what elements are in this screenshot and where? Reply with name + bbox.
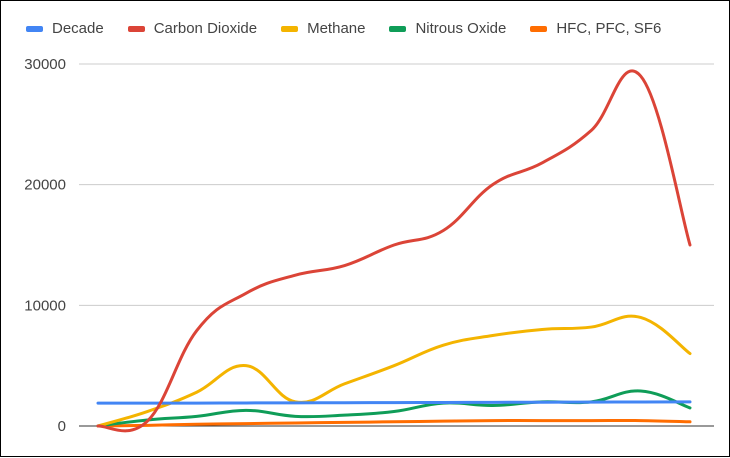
legend-item-hfc-pfc-sf6[interactable]: HFC, PFC, SF6 xyxy=(530,20,661,37)
y-tick-label: 30000 xyxy=(24,56,66,73)
legend: Decade Carbon Dioxide Methane Nitrous Ox… xyxy=(26,20,661,37)
legend-swatch-carbon-dioxide xyxy=(127,25,145,32)
series-line-hfc-pfc-sf6[interactable] xyxy=(96,418,692,428)
legend-label-decade: Decade xyxy=(52,20,104,37)
legend-label-nitrous-oxide: Nitrous Oxide xyxy=(415,20,507,37)
legend-label-methane: Methane xyxy=(307,20,366,37)
legend-item-carbon-dioxide[interactable]: Carbon Dioxide xyxy=(127,20,258,37)
series-line-carbon-dioxide[interactable] xyxy=(96,69,692,433)
y-tick-label: 0 xyxy=(58,418,66,435)
legend-swatch-hfc-pfc-sf6 xyxy=(530,25,548,32)
legend-label-hfc-pfc-sf6: HFC, PFC, SF6 xyxy=(556,20,662,37)
legend-swatch-nitrous-oxide xyxy=(389,25,407,32)
legend-item-decade[interactable]: Decade xyxy=(26,20,104,37)
y-tick-label: 20000 xyxy=(24,177,66,194)
legend-item-methane[interactable]: Methane xyxy=(281,20,365,37)
series-line-methane[interactable] xyxy=(96,314,692,428)
legend-swatch-methane xyxy=(281,25,299,32)
y-tick-label: 10000 xyxy=(24,297,66,314)
legend-label-carbon-dioxide: Carbon Dioxide xyxy=(153,20,258,37)
legend-swatch-decade xyxy=(26,25,43,32)
legend-item-nitrous-oxide[interactable]: Nitrous Oxide xyxy=(389,20,506,37)
series-line-decade[interactable] xyxy=(96,400,692,405)
